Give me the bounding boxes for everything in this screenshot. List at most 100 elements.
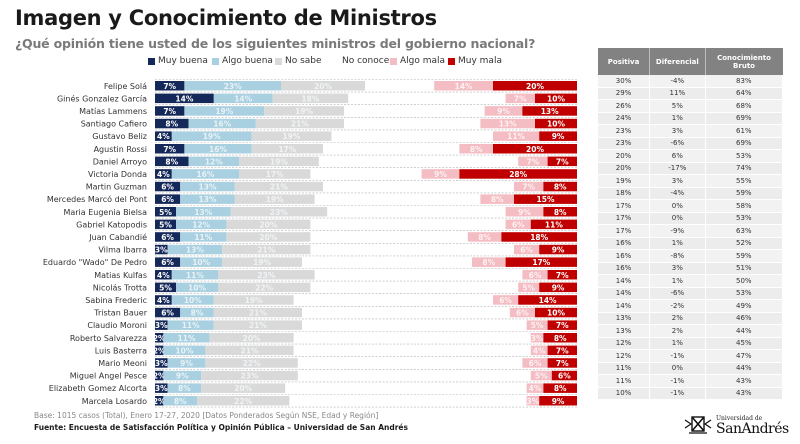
cell-conocimiento: 53% [705,212,784,225]
bar-muy-mala [522,106,577,116]
cell-positiva: 30% [598,75,651,88]
bar-algo-mala [484,106,523,116]
bar-algo-buena [171,169,239,179]
data-label: 18% [301,94,319,103]
category-label: Sabina Frederic [85,296,147,305]
data-label: 13% [541,107,559,116]
data-label: 6% [161,183,174,192]
data-label: 4% [157,170,170,179]
bar-algo-buena [180,194,235,204]
data-label: 20% [526,145,544,154]
bar-algo-mala [480,194,514,204]
bar-muy-mala [547,270,577,280]
table-row: 24% 1% 69% [598,112,784,125]
table-row: 18% -4% 59% [598,187,784,200]
bar-algo-mala [421,169,460,179]
cell-positiva: 12% [598,349,651,363]
data-label: 8% [554,208,567,217]
data-label: 11% [178,334,196,343]
cell-conocimiento: 47% [705,349,784,363]
bar-muy-mala [535,307,577,318]
bar-muy-buena [155,307,181,318]
data-label: 8% [174,397,187,406]
table-row: 29% 11% 64% [598,87,784,100]
category-label: Claudio Moroni [87,321,147,330]
cell-conocimiento: 55% [705,174,784,188]
bar-muy-mala [493,144,577,154]
legend-item-algo-mala: Algo mala [390,56,448,66]
table-row: 20% -17% 74% [598,162,784,175]
data-label: 9% [518,208,531,217]
cell-conocimiento: 50% [705,274,784,288]
data-label: 8% [178,384,191,393]
cell-diferencial: -1% [649,387,706,400]
table-row: 14% -6% 53% [598,287,784,300]
bar-no-sabe [281,81,365,91]
stats-table: Positiva Diferencial Conocimiento Bruto … [598,48,784,400]
cell-diferencial: -1% [649,374,706,388]
legend-label: No conoce [342,56,390,66]
data-label: 16% [209,145,227,154]
category-label: Daniel Arroyo [93,157,147,166]
data-label: 12% [205,157,223,166]
data-label: 2% [153,372,166,381]
data-label: 17% [532,258,550,267]
data-label: 13% [194,208,212,217]
header-conocimiento-bruto: Conocimiento Bruto [705,48,783,75]
logo-line2: SanAndrés [716,420,789,437]
legend-label: Muy buena [158,56,208,66]
data-label: 13% [199,183,217,192]
legend-item-muy-mala: Muy mala [448,56,506,66]
bar-algo-mala [505,219,531,230]
table-row: 19% 3% 55% [598,174,784,188]
bar-no-sabe [218,282,311,293]
bar-algo-mala [480,118,535,129]
category-label: Maria Eugenia Bielsa [63,208,147,217]
bar-muy-buena [155,118,189,129]
data-label: 8% [554,183,567,192]
bar-algo-buena [213,93,273,104]
cell-conocimiento: 44% [705,324,784,338]
bar-muy-buena [155,358,168,368]
bar-no-sabe [213,320,302,330]
bar-no-sabe [239,156,319,167]
data-label: 6% [161,195,174,204]
bar-muy-buena [155,194,181,204]
data-label: 7% [163,82,176,91]
cell-conocimiento: 74% [705,162,784,175]
cell-positiva: 10% [598,387,651,400]
category-label: Martin Guzman [86,183,147,192]
table-body: 30% -4% 83% 29% 11% 64% 26% 5% 68% 24% 1% 69% 23% 3% 6… [598,75,784,400]
bar-muy-mala [539,244,577,255]
bar-algo-buena [180,232,227,242]
data-label: 4% [157,132,170,141]
table-row: 16% -8% 59% [598,249,784,263]
table-row: 14% -2% 49% [598,299,784,313]
data-label: 21% [257,246,275,255]
page-title: Imagen y Conocimiento de Ministros [15,6,437,30]
data-label: 22% [234,397,252,406]
table-row: 16% 3% 51% [598,262,784,275]
data-label: 6% [161,233,174,242]
table-row: 12% -1% 47% [598,349,784,363]
cell-diferencial: 3% [649,262,706,275]
data-label: 13% [499,120,517,129]
table-row: 10% -1% 43% [598,387,784,400]
bar-muy-buena [155,345,164,356]
data-label: 3% [155,246,168,255]
bar-no-sabe [230,207,328,217]
bar-no-sabe [213,307,302,318]
bar-algo-mala [518,156,548,167]
bar-muy-mala [501,232,577,242]
data-label: 3% [155,321,168,330]
bar-algo-buena [163,345,206,356]
legend-item-no-conoce: No conoce [332,56,390,66]
data-label: 23% [224,82,242,91]
bar-no-sabe [205,345,294,356]
category-label: Eduardo "Wado" De Pedro [43,258,147,267]
data-label: 22% [243,359,261,368]
cell-conocimiento: 61% [705,124,784,138]
data-label: 2% [153,334,166,343]
cell-diferencial: 2% [649,312,706,325]
table-row: 20% 6% 53% [598,149,784,163]
